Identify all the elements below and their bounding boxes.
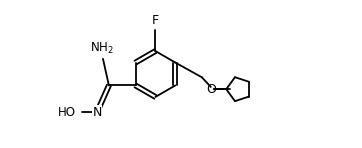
Text: O: O [206,83,216,96]
Text: N: N [92,106,102,119]
Text: F: F [152,14,159,27]
Text: HO: HO [58,106,76,119]
Text: NH$_2$: NH$_2$ [89,41,113,56]
